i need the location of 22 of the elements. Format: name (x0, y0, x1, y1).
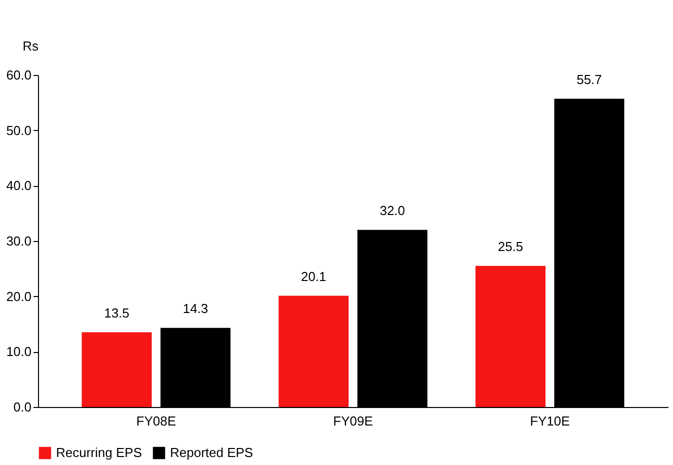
legend-label: Reported EPS (170, 445, 254, 460)
data-label: 32.0 (380, 202, 406, 218)
y-tick-label: 30.0 (6, 234, 32, 248)
x-tick-label: FY09E (333, 414, 374, 428)
data-label: 14.3 (182, 300, 208, 316)
data-label: 20.1 (300, 268, 326, 284)
x-tick-label: FY08E (136, 414, 176, 428)
legend-label: Recurring EPS (56, 445, 142, 460)
y-tick-label: 20.0 (6, 288, 32, 304)
x-tick-label: FY10E (530, 414, 570, 428)
data-label: 55.7 (576, 72, 602, 87)
y-tick-label: 60.0 (6, 68, 32, 82)
y-tick-label: 0.0 (13, 400, 32, 414)
y-tick-label: 10.0 (6, 344, 32, 360)
bar (82, 332, 152, 407)
data-label: 25.5 (498, 238, 524, 254)
data-label: 13.5 (104, 305, 130, 320)
bar (278, 296, 349, 407)
y-tick-label: 50.0 (6, 122, 32, 138)
y-tick-label: 40.0 (6, 178, 32, 194)
y-axis-title: Rs (22, 38, 39, 54)
bar (476, 266, 546, 407)
